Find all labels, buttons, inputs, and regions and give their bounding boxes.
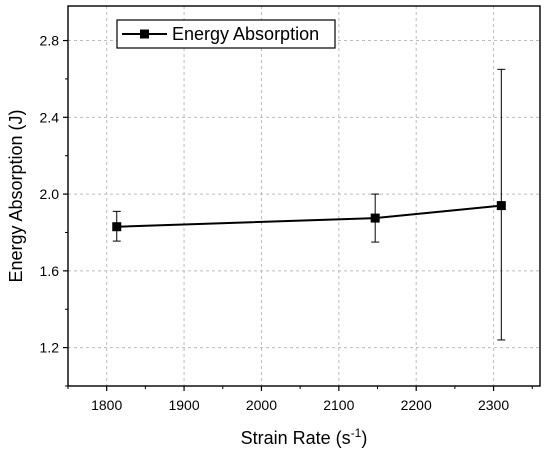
- series-lines: [116, 204, 502, 228]
- y-tick-label: 1.6: [40, 263, 60, 279]
- ticks: [63, 39, 533, 391]
- data-point: [496, 201, 506, 211]
- data-point: [370, 213, 380, 223]
- x-tick-label: 1800: [91, 397, 122, 413]
- y-tick-label: 2.4: [40, 109, 60, 125]
- grid: [68, 6, 540, 386]
- plot-frame: [67, 5, 541, 387]
- y-axis-title: Energy Absorption (J): [6, 109, 26, 282]
- x-tick-label: 2200: [401, 397, 432, 413]
- y-tick-label: 2.8: [40, 33, 60, 49]
- x-tick-label: 2100: [323, 397, 354, 413]
- x-tick-labels: 1800 1900 2000 2100 2200 2300: [91, 397, 509, 413]
- legend-label: Energy Absorption: [172, 24, 319, 44]
- x-tick-label: 1900: [168, 397, 199, 413]
- legend-marker: [140, 29, 149, 39]
- y-tick-label: 2.0: [40, 186, 60, 202]
- x-tick-label: 2300: [478, 397, 509, 413]
- error-bars: [112, 68, 506, 341]
- x-tick-label: 2000: [246, 397, 277, 413]
- y-tick-labels: 1.2 1.6 2.0 2.4 2.8: [40, 33, 60, 356]
- legend: Energy Absorption: [116, 19, 336, 49]
- data-point: [112, 222, 122, 232]
- x-axis-title: Strain Rate (s-1): [241, 426, 368, 448]
- y-tick-label: 1.2: [40, 340, 60, 356]
- series-markers: [112, 201, 506, 232]
- legend-box: [116, 19, 336, 49]
- series-line: [116, 204, 502, 228]
